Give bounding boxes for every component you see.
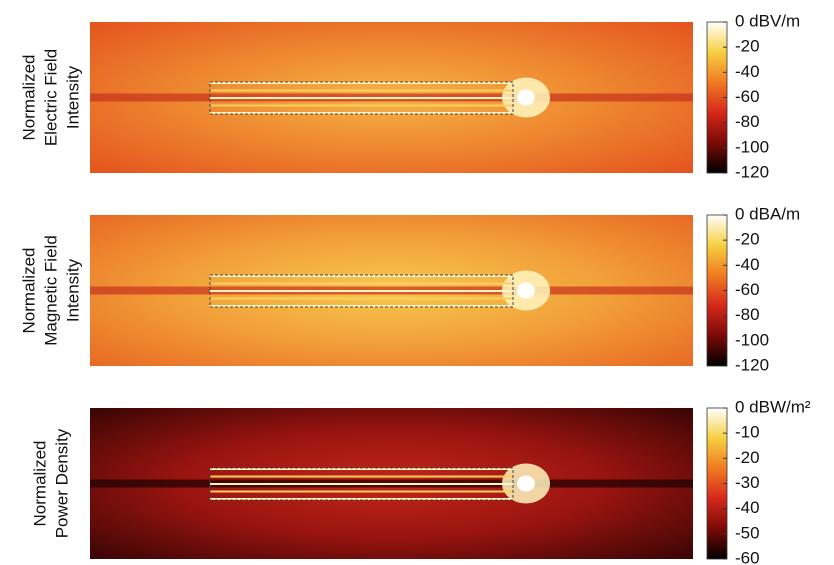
colorbar-tick-label: -40 [735, 498, 760, 517]
colorbar-tick-label: -100 [735, 137, 769, 156]
y-axis-label: Normalized [19, 248, 38, 334]
colorbar-tick-label: -20 [735, 230, 760, 249]
colorbar-tick-label: -80 [735, 305, 760, 324]
colorbar-tick-label: -100 [735, 330, 769, 349]
colorbar-tick-label: -60 [735, 280, 760, 299]
colorbar-tick-label: -80 [735, 112, 760, 131]
hotspot-core [517, 475, 535, 492]
structure-outline [209, 467, 514, 501]
structure-outline [209, 81, 514, 115]
y-axis-label: Normalized [30, 441, 49, 527]
colorbar-tick-label: -120 [735, 355, 769, 374]
colorbar-tick-label: -10 [735, 423, 760, 442]
y-axis-label: Normalized [19, 55, 38, 141]
colorbar-tick-label: -60 [735, 548, 760, 565]
colorbar-tick-label: 0 dBV/m [735, 11, 800, 30]
colorbar-tick-label: -60 [735, 87, 760, 106]
structure-outline [209, 274, 514, 308]
colorbar-tick-label: -40 [735, 255, 760, 274]
colorbar-tick-label: 0 dBA/m [735, 204, 800, 223]
y-axis-label: Power Density [52, 428, 71, 538]
colorbar-tick-label: -20 [735, 37, 760, 56]
y-axis-label: Intensity [63, 258, 82, 322]
colorbar-tick-label: -40 [735, 62, 760, 81]
colorbar-tick-label: -30 [735, 473, 760, 492]
hotspot-core [517, 282, 535, 299]
y-axis-label: Electric Field [41, 49, 60, 146]
colorbar-tick-label: 0 dBW/m² [735, 397, 811, 416]
colorbar-tick-label: -20 [735, 448, 760, 467]
colorbar-tick-label: -50 [735, 523, 760, 542]
y-axis-label: Magnetic Field [41, 235, 60, 346]
hotspot-core [517, 89, 535, 106]
y-axis-label: Intensity [63, 65, 82, 129]
colorbar-tick-label: -120 [735, 162, 769, 181]
